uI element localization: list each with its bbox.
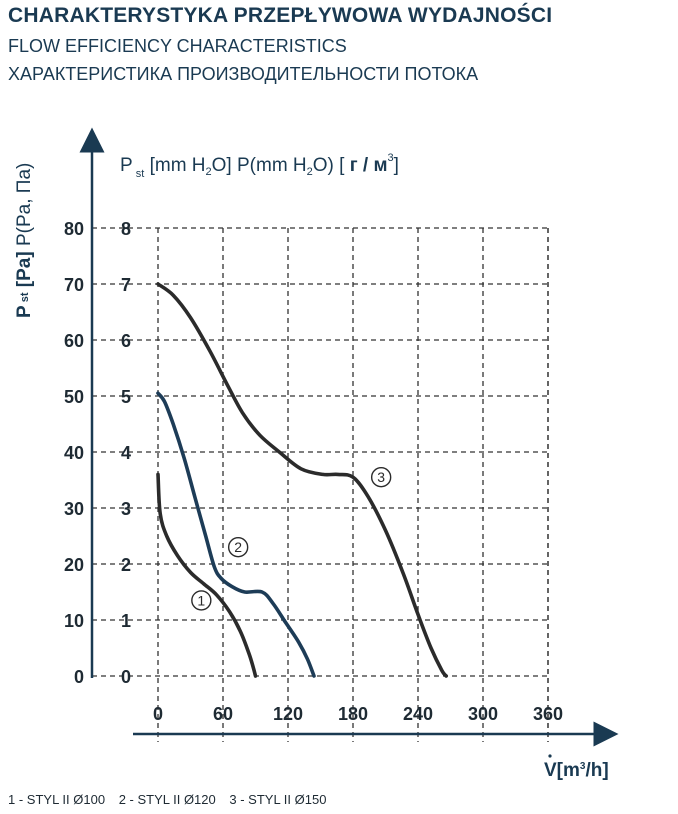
grid-lines bbox=[92, 227, 549, 742]
x-tick: 120 bbox=[273, 704, 303, 724]
x-tick: 0 bbox=[153, 704, 163, 724]
y-tick-mmh2o: 3 bbox=[121, 499, 131, 519]
x-tick: 360 bbox=[533, 704, 563, 724]
y-tick-pa: 80 bbox=[64, 219, 84, 239]
x-tick: 60 bbox=[213, 704, 233, 724]
y-tick-pa: 60 bbox=[64, 331, 84, 351]
series-marker-1 bbox=[191, 590, 212, 611]
y-tick-pa: 40 bbox=[64, 443, 84, 463]
series-line-2 bbox=[156, 391, 316, 678]
y-axis-left-label: P st [Pa] P(Pa, Па) bbox=[14, 163, 35, 318]
axes bbox=[79, 127, 619, 747]
y-tick-mmh2o: 4 bbox=[121, 443, 131, 463]
x-tick: 240 bbox=[403, 704, 433, 724]
series-label-2: 2 bbox=[234, 539, 242, 555]
series-marker-3 bbox=[370, 467, 392, 488]
legend-item-1: 1 - STYL II Ø100 bbox=[8, 792, 106, 807]
y-tick-pa: 10 bbox=[64, 611, 84, 631]
y-tick-pa: 50 bbox=[64, 387, 84, 407]
series-label-1: 1 bbox=[197, 592, 205, 608]
curve-labels: 1 2 3 bbox=[191, 467, 392, 611]
series-line-3 bbox=[156, 282, 448, 678]
y-tick-pa: 0 bbox=[74, 667, 84, 687]
x-axis-label-text: V[m3/h] bbox=[544, 760, 609, 781]
series-label-3: 3 bbox=[377, 469, 385, 485]
legend-item-2: 2 - STYL II Ø120 bbox=[118, 792, 216, 807]
legend-item-3: 3 - STYL II Ø150 bbox=[229, 792, 327, 807]
y-tick-mmh2o: 8 bbox=[121, 219, 131, 239]
series-line-1 bbox=[156, 472, 258, 678]
curves bbox=[156, 282, 448, 678]
y-tick-mmh2o: 0 bbox=[121, 667, 131, 687]
y-tick-mmh2o: 5 bbox=[121, 387, 131, 407]
y-tick-mmh2o: 6 bbox=[121, 331, 131, 351]
y-tick-pa: 20 bbox=[64, 555, 84, 575]
x-axis-label-dot bbox=[548, 754, 552, 758]
series-marker-2 bbox=[227, 537, 249, 558]
chart-title-polish: CHARAKTERYSTYKA PRZEPŁYWOWA WYDAJNOŚCI bbox=[8, 4, 553, 27]
x-tick: 300 bbox=[468, 704, 498, 724]
y-tick-pa: 30 bbox=[64, 499, 84, 519]
y-tick-mmh2o: 2 bbox=[121, 555, 131, 575]
y-tick-pa: 70 bbox=[64, 275, 84, 295]
chart-title-russian: ХАРАКТЕРИСТИКА ПРОИЗВОДИТЕЛЬНОСТИ ПОТОКА bbox=[8, 64, 479, 84]
x-tick: 180 bbox=[338, 704, 368, 724]
y-tick-mmh2o: 7 bbox=[121, 275, 131, 295]
chart-title-english: FLOW EFFICIENCY CHARACTERISTICS bbox=[8, 36, 347, 56]
y-axis-top-label: P st [mm H2O] P(mm H2O) [ г / м3] bbox=[120, 152, 399, 180]
series-legend: 1 - STYL II Ø100 2 - STYL II Ø120 3 - ST… bbox=[8, 792, 336, 807]
y-tick-mmh2o: 1 bbox=[121, 611, 131, 631]
